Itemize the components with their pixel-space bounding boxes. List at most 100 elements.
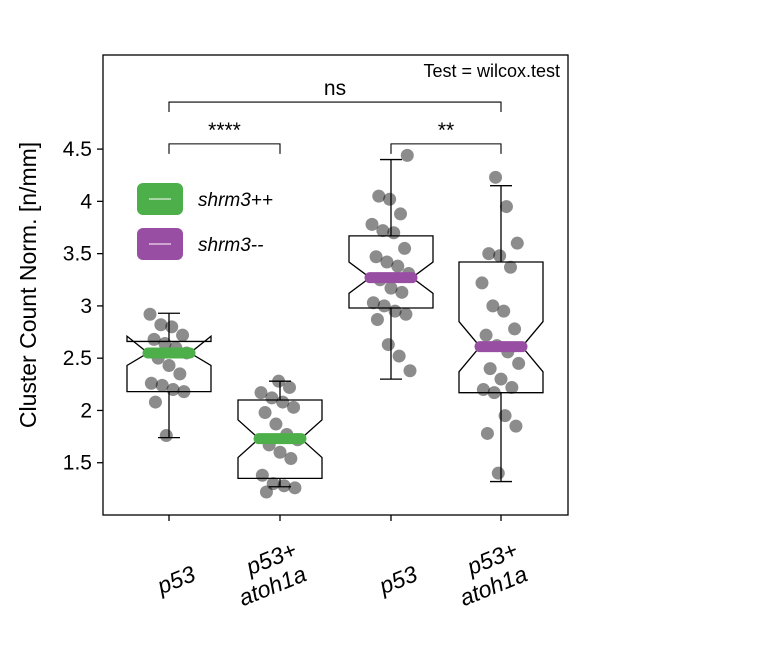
data-point — [162, 359, 176, 372]
y-tick-label: 1.5 — [63, 452, 92, 475]
x-category-line1: p53 — [375, 560, 421, 599]
data-point — [173, 367, 187, 381]
data-point — [258, 406, 272, 420]
data-point — [510, 236, 524, 250]
plot-frame — [102, 54, 569, 516]
data-point — [491, 466, 505, 480]
data-point — [154, 318, 168, 332]
significance-label: **** — [208, 119, 241, 142]
data-point — [391, 259, 405, 273]
x-category-label: p53+atoh1a — [456, 536, 531, 611]
data-point — [482, 247, 496, 261]
y-tick-label: 3 — [80, 295, 92, 318]
data-point — [265, 391, 279, 405]
data-point — [147, 332, 161, 346]
data-point — [388, 304, 402, 318]
data-point — [398, 241, 412, 255]
data-point — [399, 307, 413, 321]
x-axis: p53 p53+atoh1a p53 p53+atoh1a — [153, 515, 531, 611]
data-point — [497, 304, 511, 318]
data-point — [176, 328, 190, 342]
data-point — [159, 429, 173, 443]
y-axis-title: Cluster Count Norm. [n/mm] — [15, 142, 41, 428]
data-point — [483, 362, 497, 376]
data-point — [277, 479, 291, 493]
y-axis: 1.5 2 2.5 3 3.5 4 4.5 — [63, 138, 103, 475]
data-point — [366, 296, 380, 310]
data-point — [499, 200, 513, 214]
data-point — [498, 409, 512, 423]
data-point — [486, 299, 500, 313]
significance-label: ns — [324, 77, 346, 100]
data-point — [508, 322, 522, 336]
y-tick-label: 4 — [80, 190, 92, 213]
legend: shrm3++ shrm3-- — [137, 183, 273, 260]
data-point — [266, 477, 280, 491]
notched-box — [458, 261, 544, 394]
data-point — [392, 349, 406, 363]
significance-bracket — [168, 101, 502, 113]
data-point — [383, 192, 397, 206]
x-category-line1: p53 — [153, 560, 199, 599]
data-point — [475, 276, 489, 290]
data-point — [376, 224, 390, 238]
data-point — [487, 386, 501, 400]
data-point — [509, 419, 523, 433]
data-point — [493, 249, 507, 263]
boxes-layer — [126, 158, 544, 488]
data-point — [259, 485, 273, 499]
legend-label: shrm3++ — [198, 190, 273, 211]
data-point — [287, 400, 301, 414]
data-point — [372, 189, 386, 203]
significance-label: ** — [438, 119, 454, 142]
data-point — [148, 395, 162, 409]
data-point — [377, 299, 391, 313]
legend-label: shrm3-- — [198, 235, 263, 256]
data-point — [480, 426, 494, 440]
x-category-label: p53 — [375, 560, 421, 599]
data-point — [476, 383, 490, 397]
data-point — [387, 226, 401, 240]
data-point — [144, 376, 158, 390]
test-label: Test = wilcox.test — [423, 61, 560, 81]
y-tick-label: 3.5 — [63, 243, 92, 266]
data-point — [273, 445, 287, 459]
data-point — [158, 337, 172, 351]
data-point — [394, 207, 407, 221]
data-point — [380, 255, 394, 269]
data-point — [505, 380, 519, 394]
data-point — [504, 260, 517, 274]
data-point — [381, 338, 395, 352]
data-point — [400, 148, 414, 162]
data-point — [369, 250, 383, 264]
data-point — [494, 372, 508, 386]
data-point — [254, 386, 268, 400]
data-point — [512, 356, 526, 370]
points-layer — [143, 148, 526, 499]
significance-bracket — [168, 143, 281, 154]
data-point — [384, 281, 398, 295]
data-point — [165, 320, 179, 334]
data-point — [269, 417, 283, 431]
data-point — [479, 328, 493, 342]
data-point — [255, 468, 269, 482]
x-category-label: p53+atoh1a — [235, 536, 310, 611]
data-point — [272, 374, 286, 388]
y-tick-label: 2.5 — [63, 347, 92, 370]
significance-bracket — [390, 143, 502, 154]
data-point — [283, 380, 296, 394]
data-point — [365, 217, 379, 231]
data-point — [284, 452, 298, 466]
data-point — [143, 307, 157, 321]
significance-annotations: **** **ns — [168, 77, 502, 154]
data-point — [166, 383, 180, 397]
data-point — [177, 385, 191, 399]
data-point — [276, 395, 290, 409]
x-category-label: p53 — [153, 560, 199, 599]
medians-layer — [142, 272, 528, 445]
data-point — [288, 481, 302, 495]
data-point — [155, 378, 169, 392]
data-point — [403, 364, 417, 378]
notched-box — [348, 235, 434, 309]
